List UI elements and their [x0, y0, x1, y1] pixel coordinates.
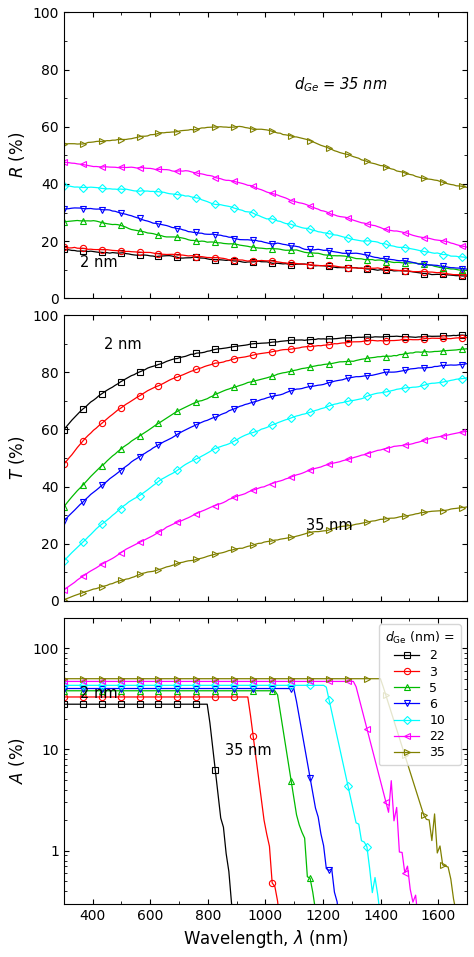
Text: 2 nm: 2 nm [80, 255, 118, 270]
Legend: 2, 3, 5, 6, 10, 22, 35: 2, 3, 5, 6, 10, 22, 35 [379, 624, 461, 766]
Text: 2 nm: 2 nm [104, 338, 142, 352]
X-axis label: Wavelength, $\lambda$ (nm): Wavelength, $\lambda$ (nm) [182, 928, 348, 950]
Text: 35 nm: 35 nm [306, 518, 352, 532]
Text: 2 nm: 2 nm [80, 686, 118, 701]
Text: 35 nm: 35 nm [225, 743, 272, 758]
Text: $d_{\mathregular{Ge}}$ = 35 nm: $d_{\mathregular{Ge}}$ = 35 nm [293, 76, 387, 95]
Y-axis label: $A$ (%): $A$ (%) [7, 737, 27, 784]
Y-axis label: $T$ (%): $T$ (%) [7, 435, 27, 480]
Y-axis label: $R$ (%): $R$ (%) [7, 132, 27, 179]
